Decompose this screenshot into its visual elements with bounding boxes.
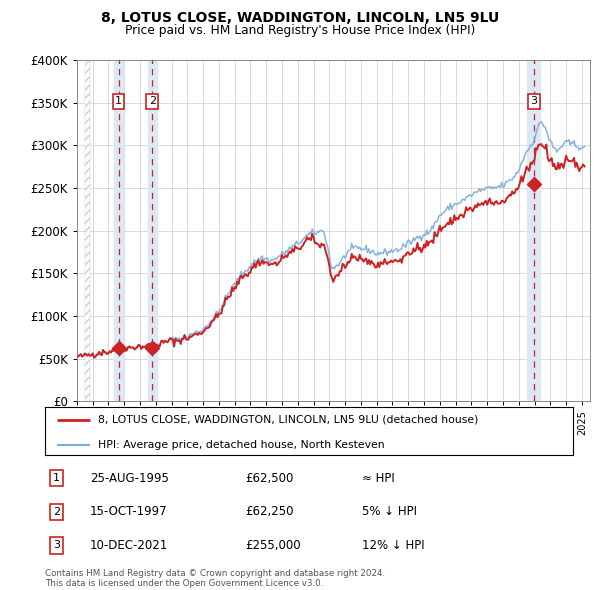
Text: 5% ↓ HPI: 5% ↓ HPI [362,505,417,518]
Text: ≈ HPI: ≈ HPI [362,471,395,484]
Bar [114,60,123,401]
Text: Price paid vs. HM Land Registry's House Price Index (HPI): Price paid vs. HM Land Registry's House … [125,24,475,37]
Bar [148,60,157,401]
Text: 8, LOTUS CLOSE, WADDINGTON, LINCOLN, LN5 9LU (detached house): 8, LOTUS CLOSE, WADDINGTON, LINCOLN, LN5… [98,415,478,425]
Text: 2: 2 [53,507,60,517]
Text: 8, LOTUS CLOSE, WADDINGTON, LINCOLN, LN5 9LU: 8, LOTUS CLOSE, WADDINGTON, LINCOLN, LN5… [101,11,499,25]
Text: 1: 1 [53,473,60,483]
Text: 2: 2 [149,96,156,106]
Text: 1: 1 [115,96,122,106]
Text: £62,250: £62,250 [245,505,294,518]
Text: 10-DEC-2021: 10-DEC-2021 [90,539,168,552]
Bar [527,60,541,401]
Text: 12% ↓ HPI: 12% ↓ HPI [362,539,424,552]
Text: £255,000: £255,000 [245,539,301,552]
Bar [85,60,90,401]
Text: Contains HM Land Registry data © Crown copyright and database right 2024.: Contains HM Land Registry data © Crown c… [45,569,385,578]
Text: HPI: Average price, detached house, North Kesteven: HPI: Average price, detached house, Nort… [98,440,385,450]
Text: 3: 3 [53,540,60,550]
Text: £62,500: £62,500 [245,471,294,484]
Text: 15-OCT-1997: 15-OCT-1997 [90,505,167,518]
Text: 3: 3 [530,96,537,106]
Text: This data is licensed under the Open Government Licence v3.0.: This data is licensed under the Open Gov… [45,579,323,588]
Text: 25-AUG-1995: 25-AUG-1995 [90,471,169,484]
